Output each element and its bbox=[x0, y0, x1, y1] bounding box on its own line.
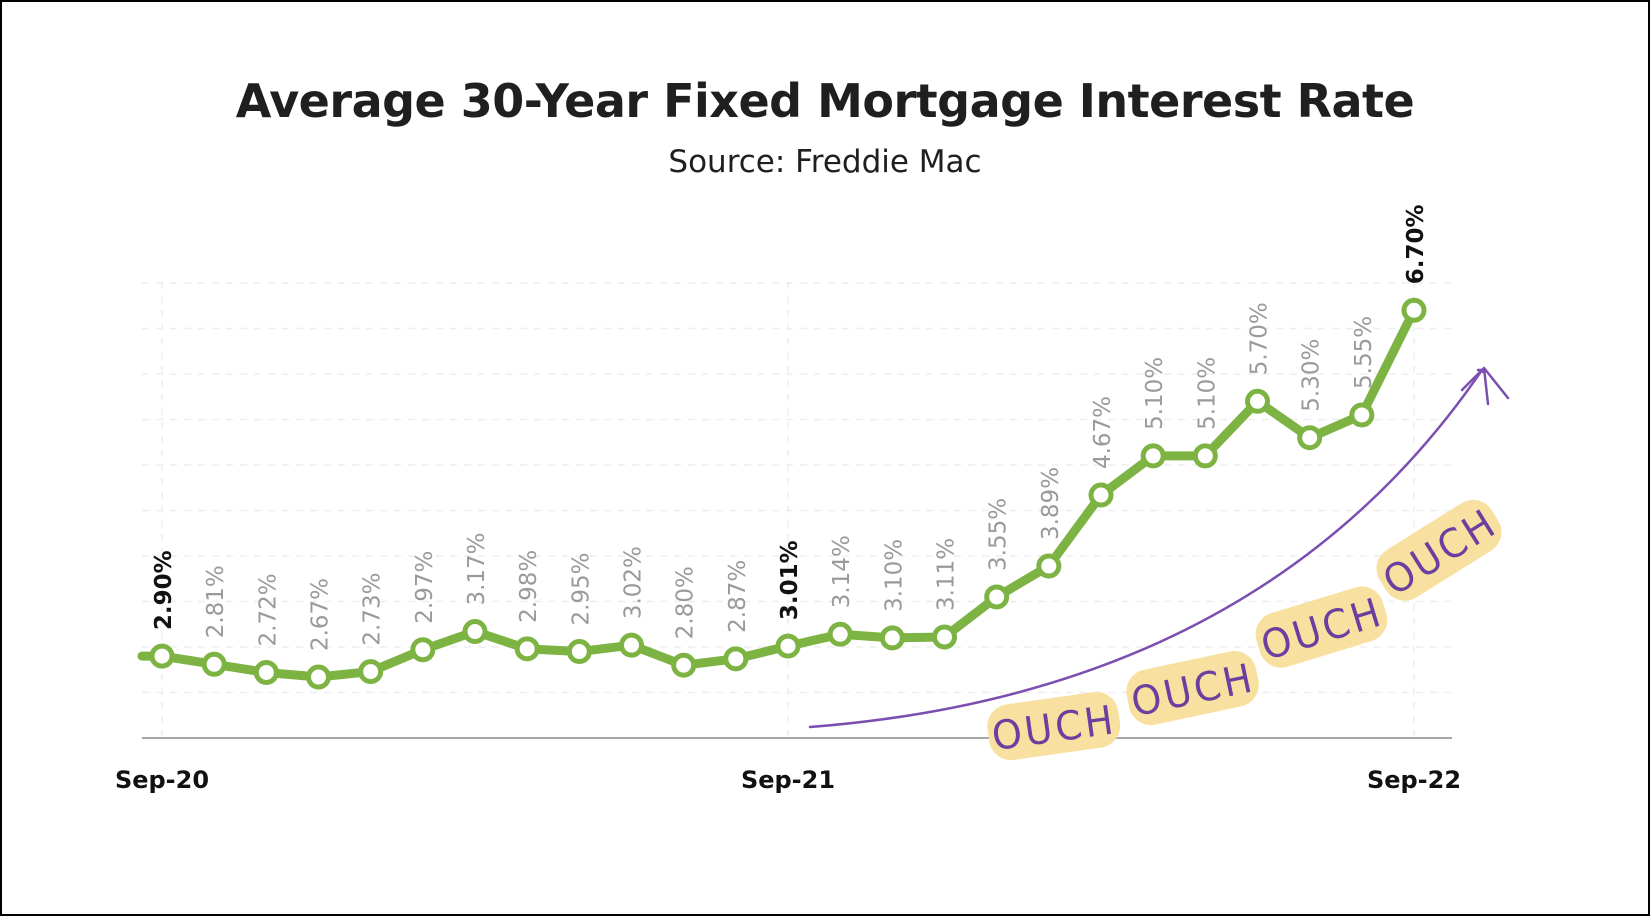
data-point bbox=[671, 652, 697, 678]
data-point bbox=[723, 646, 749, 672]
data-point bbox=[410, 637, 436, 663]
data-label: 2.73% bbox=[360, 572, 386, 645]
data-point bbox=[932, 624, 957, 650]
data-point bbox=[566, 639, 592, 665]
data-label: 5.30% bbox=[1299, 339, 1325, 412]
data-label: 2.95% bbox=[568, 552, 594, 625]
data-label: 2.67% bbox=[308, 578, 334, 651]
data-label: 3.10% bbox=[881, 539, 907, 612]
data-label: 5.55% bbox=[1351, 316, 1377, 389]
data-label: 2.98% bbox=[516, 550, 542, 623]
data-point bbox=[1088, 482, 1114, 508]
data-point bbox=[1297, 425, 1323, 451]
data-point bbox=[1401, 297, 1427, 323]
ouch-annotation: OUCH bbox=[1375, 499, 1506, 605]
data-point bbox=[358, 659, 384, 685]
data-label: 2.81% bbox=[203, 565, 229, 638]
data-label: 3.14% bbox=[829, 535, 855, 608]
data-label: 2.90% bbox=[151, 550, 177, 630]
x-tick-label: Sep-22 bbox=[1367, 766, 1461, 794]
chart-title: Average 30-Year Fixed Mortgage Interest … bbox=[235, 74, 1415, 128]
data-labels: 2.90% 2.81% 2.72% 2.67% 2.73% 2.97% 3.17% 2.98%… bbox=[151, 205, 1429, 652]
data-point bbox=[984, 584, 1010, 610]
x-axis: Sep-20 Sep-21 Sep-22 bbox=[115, 737, 1461, 794]
data-point bbox=[619, 632, 644, 658]
data-point bbox=[1349, 402, 1375, 428]
data-label: 3.01% bbox=[777, 540, 803, 620]
ouch-highlight bbox=[987, 691, 1121, 761]
data-point bbox=[827, 621, 853, 647]
data-point bbox=[253, 659, 279, 685]
data-label: 2.87% bbox=[725, 560, 751, 633]
ouch-annotation: OUCH bbox=[987, 691, 1121, 761]
data-point bbox=[149, 643, 175, 669]
data-label: 5.10% bbox=[1142, 357, 1168, 430]
data-point bbox=[1140, 443, 1166, 469]
data-label: 3.89% bbox=[1038, 467, 1064, 540]
data-label: 2.80% bbox=[673, 566, 699, 639]
data-label: 2.72% bbox=[255, 573, 281, 646]
series-rate bbox=[137, 297, 1427, 690]
data-point bbox=[514, 636, 540, 662]
data-point bbox=[306, 664, 331, 690]
data-label: 6.70% bbox=[1403, 205, 1429, 285]
data-point bbox=[1036, 553, 1062, 579]
data-label: 5.10% bbox=[1194, 357, 1220, 430]
ouch-highlight bbox=[1126, 651, 1259, 726]
data-label: 2.97% bbox=[412, 551, 438, 624]
data-label: 3.55% bbox=[986, 498, 1012, 571]
data-point bbox=[879, 625, 905, 651]
data-label: 3.17% bbox=[464, 532, 490, 605]
data-point bbox=[775, 633, 801, 659]
trend-arrow bbox=[808, 368, 1484, 729]
data-point bbox=[201, 651, 227, 677]
ouch-highlight bbox=[1376, 499, 1502, 601]
x-tick-label: Sep-21 bbox=[741, 766, 835, 794]
data-point bbox=[1245, 388, 1270, 414]
ouch-highlight bbox=[1255, 586, 1388, 668]
ouch-annotation: OUCH bbox=[1126, 651, 1259, 726]
ouch-annotation: OUCH bbox=[1255, 586, 1389, 670]
data-label: 5.70% bbox=[1247, 302, 1273, 375]
data-point bbox=[1192, 443, 1218, 469]
data-label: 3.11% bbox=[934, 538, 960, 611]
chart-subtitle: Source: Freddie Mac bbox=[668, 144, 982, 180]
data-label: 4.67% bbox=[1090, 396, 1116, 469]
data-point bbox=[462, 619, 488, 645]
x-tick-label: Sep-20 bbox=[115, 766, 209, 794]
trend-arrowhead bbox=[1460, 366, 1510, 406]
data-label: 3.02% bbox=[621, 546, 647, 619]
